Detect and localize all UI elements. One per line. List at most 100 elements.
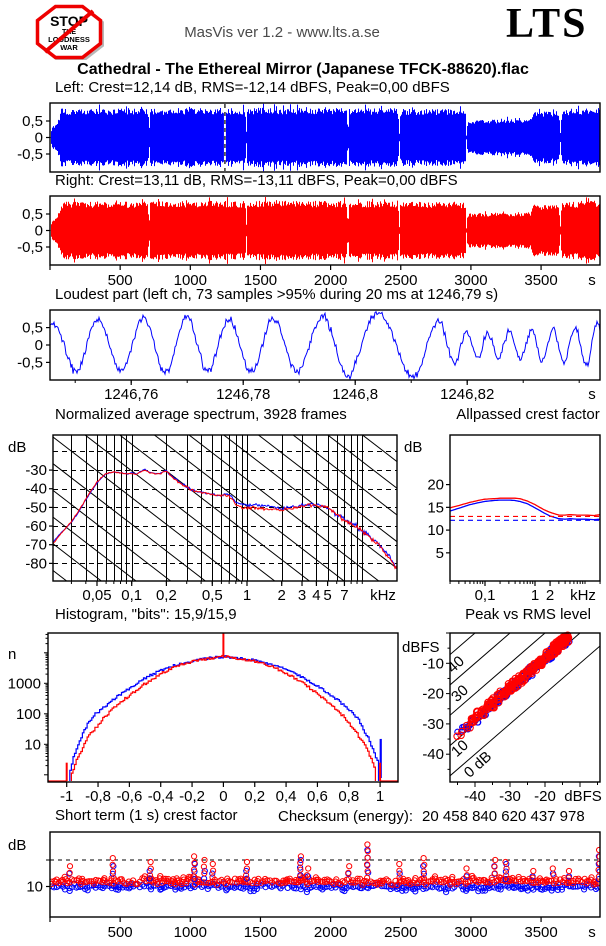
y-tick-label: 20 bbox=[427, 477, 444, 494]
x-tick-label: 1246,76 bbox=[104, 386, 158, 403]
stcf-point-right bbox=[288, 878, 295, 885]
diagonal-gridline bbox=[257, 435, 397, 543]
stcf-point-left bbox=[402, 887, 409, 894]
stcf-point-right bbox=[90, 880, 98, 887]
checksum: Checksum (energy): 20 458 840 620 437 978 bbox=[278, 808, 585, 825]
stcf-spike-right bbox=[420, 868, 427, 875]
x-tick-label: 1 bbox=[243, 587, 251, 604]
stcf-point-right bbox=[267, 877, 274, 884]
x-tick-label: 0,1 bbox=[121, 587, 142, 604]
y-tick-label: 0,5 bbox=[22, 320, 43, 337]
stcf-spike-right bbox=[297, 873, 304, 880]
stcf-spike-right bbox=[364, 868, 371, 875]
stcf-point-left bbox=[174, 884, 181, 891]
scatter-point-right bbox=[538, 659, 546, 668]
stcf-point-right bbox=[449, 873, 456, 881]
stcf-spike-left bbox=[595, 876, 600, 883]
hist-curve-right bbox=[70, 654, 376, 781]
stcf-point-right bbox=[86, 878, 93, 885]
stcf-spike-left bbox=[595, 860, 600, 868]
loudest-waveform bbox=[49, 310, 601, 381]
scatter-point-right bbox=[561, 635, 570, 644]
wave-left-panel: 0,50-0,5 bbox=[17, 102, 601, 173]
stcf-spike-right bbox=[109, 868, 117, 875]
x-unit-label: s bbox=[588, 924, 596, 941]
x-tick-label: 2 bbox=[278, 587, 286, 604]
stcf-point-right bbox=[542, 877, 549, 884]
loudest-part-panel: 0,50-0,5 1246,76 1246,78 1246,8 1246,82 s bbox=[17, 309, 601, 403]
scatter-point-right bbox=[483, 700, 492, 708]
y-tick-label: -70 bbox=[25, 537, 47, 554]
stcf-spike-right bbox=[596, 846, 600, 854]
y-tick-label: 0 bbox=[35, 337, 43, 354]
spectrum-title: Normalized average spectrum, 3928 frames bbox=[55, 406, 347, 423]
y-axis-label: dB bbox=[8, 439, 26, 456]
stcf-point-left bbox=[127, 883, 134, 891]
scatter-point-right bbox=[545, 651, 553, 659]
stcf-point-right bbox=[218, 876, 225, 884]
y-tick-label: -10 bbox=[422, 655, 444, 672]
stcf-spike-right bbox=[190, 866, 198, 873]
y-tick-label: -30 bbox=[422, 716, 444, 733]
crest-line-label: 30 bbox=[448, 682, 472, 706]
diagonal-gridline bbox=[222, 435, 397, 569]
stcf-spike-left bbox=[201, 867, 208, 875]
scatter-point-right bbox=[457, 731, 465, 740]
plot-frame bbox=[49, 831, 601, 918]
stcf-point-right bbox=[488, 874, 495, 881]
stcf-spike-right bbox=[303, 872, 311, 879]
stcf-point-right bbox=[282, 877, 289, 884]
x-tick-label: 1 bbox=[531, 587, 539, 604]
scatter-point-right bbox=[500, 690, 508, 698]
scatter-point-right bbox=[480, 708, 488, 716]
apcf-title: Allpassed crest factor bbox=[456, 406, 600, 423]
x-unit-label: dBFS bbox=[564, 788, 602, 805]
y-axis-label: dB bbox=[404, 439, 422, 456]
stcf-spike-right bbox=[364, 861, 371, 868]
stcf-point-right bbox=[594, 880, 600, 887]
stcf-spike-right bbox=[565, 867, 573, 875]
x-tick-label: -0,8 bbox=[85, 788, 111, 805]
x-tick-label: 0 bbox=[219, 788, 227, 805]
y-tick-label: 10 bbox=[26, 879, 43, 896]
y-tick-label: -60 bbox=[25, 518, 47, 535]
stcf-spike-right bbox=[346, 863, 353, 870]
wave-left-panel-waveform bbox=[50, 103, 600, 172]
stcf-spike-right bbox=[550, 872, 557, 879]
stcf-point-right bbox=[118, 876, 125, 883]
stcf-spike-right bbox=[66, 863, 74, 870]
stop-loudness-war-logo: STOP THE LOUDNESS WAR bbox=[35, 4, 104, 60]
x-tick-label: 3000 bbox=[454, 272, 487, 289]
stop-sign-slash bbox=[43, 9, 95, 54]
stcf-point-right bbox=[431, 873, 439, 880]
stcf-point-left bbox=[276, 883, 283, 890]
plot-frame bbox=[49, 309, 601, 381]
histogram-panel: 1000 100 10 -1 -0,8 -0,6 -0,4 -0,2 0 0,2 0,4 0,6 0,8… bbox=[8, 632, 399, 805]
stcf-spike-right bbox=[305, 865, 312, 872]
stcf-point-right bbox=[559, 878, 566, 886]
stcf-point-right bbox=[359, 881, 366, 888]
stcf-spike-left bbox=[502, 868, 509, 875]
x-tick-label: 2 bbox=[546, 587, 554, 604]
stcf-spike-right bbox=[530, 867, 537, 875]
diagonal-gridline bbox=[53, 490, 172, 581]
x-tick-label: 3000 bbox=[454, 924, 487, 941]
stcf-point-right bbox=[575, 875, 582, 882]
y-tick-label: -40 bbox=[25, 481, 47, 498]
lts-logo: LTS bbox=[506, 1, 588, 47]
x-unit-label: s bbox=[588, 386, 596, 403]
y-tick-label: 100 bbox=[16, 706, 41, 723]
stcf-spike-right bbox=[595, 866, 600, 874]
spectrum-grid bbox=[53, 435, 397, 581]
x-unit-label: kHz bbox=[370, 587, 396, 604]
stcf-point-right bbox=[79, 875, 86, 882]
stcf-spike-left bbox=[396, 870, 403, 877]
stcf-point-right bbox=[282, 879, 289, 886]
stcf-point-left bbox=[497, 886, 504, 893]
x-tick-label: 2500 bbox=[384, 272, 417, 289]
stcf-spike-right bbox=[364, 841, 371, 848]
y-tick-label: 0,5 bbox=[22, 113, 43, 130]
x-tick-label: 1000 bbox=[174, 272, 207, 289]
